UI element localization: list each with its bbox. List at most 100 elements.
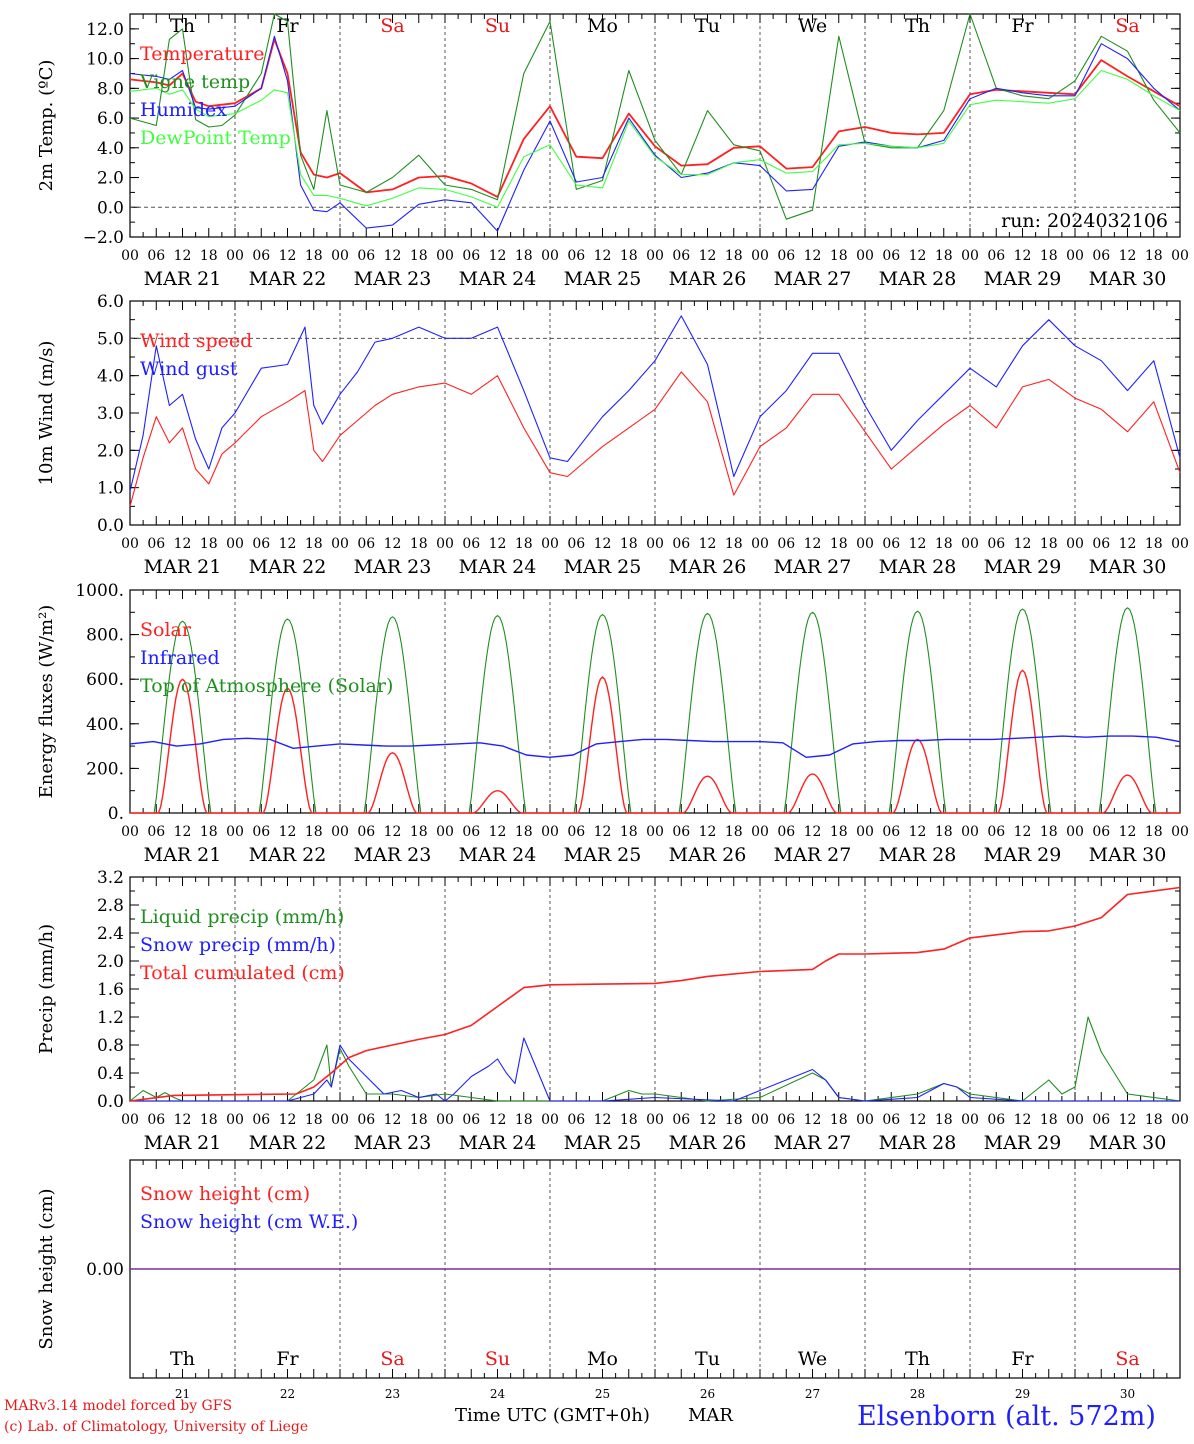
date-label: MAR 29 [984,268,1062,290]
hour-tick-label: 00 [436,1112,454,1128]
hour-tick-label: 12 [699,1112,717,1128]
hour-tick-label: 18 [830,248,848,264]
hour-tick-label: 12 [384,1112,402,1128]
hour-tick-label: 12 [1119,824,1137,840]
time-axis-month: MAR [688,1405,733,1426]
hour-tick-label: 18 [830,824,848,840]
legend-infrared: Infrared [140,647,220,669]
hour-tick-label: 18 [1145,824,1163,840]
hour-tick-label: 12 [804,824,822,840]
weekday-label: Sa [1115,15,1139,37]
hour-tick-label: 18 [1040,824,1058,840]
hour-tick-label: 06 [357,824,375,840]
hour-tick-label: 06 [462,248,480,264]
hour-tick-label: 18 [200,536,218,552]
date-label: MAR 26 [669,844,747,866]
date-label: MAR 27 [774,556,852,578]
hour-tick-label: 00 [1066,824,1084,840]
legend-solar: Solar [140,619,192,641]
hour-tick-label: 12 [1014,536,1032,552]
hour-tick-label: 12 [174,1112,192,1128]
panel-frame [129,13,1181,238]
hour-tick-label: 00 [541,248,559,264]
y-tick-label: 0.0 [97,198,124,218]
hour-tick-label: 06 [147,824,165,840]
weekday-label: Fr [276,1348,299,1370]
hour-tick-label: 00 [436,248,454,264]
weekday-label: Sa [1115,1348,1139,1370]
hour-tick-label: 18 [305,1112,323,1128]
hour-tick-label: 18 [305,248,323,264]
hour-tick-label: 12 [1014,824,1032,840]
hour-tick-label: 00 [856,824,874,840]
hour-tick-label: 00 [331,536,349,552]
hour-tick-label: 12 [699,248,717,264]
hour-tick-label: 18 [515,536,533,552]
y-axis-label: 10m Wind (m/s) [36,341,57,486]
hour-tick-label: 00 [121,1112,139,1128]
y-axis-label: 2m Temp. (ºC) [36,60,57,192]
hour-tick-label: 12 [1119,1112,1137,1128]
hour-tick-label: 00 [961,248,979,264]
hour-tick-label: 12 [489,248,507,264]
hour-tick-label: 00 [1171,536,1189,552]
hour-tick-label: 12 [384,248,402,264]
hour-tick-label: 00 [646,824,664,840]
hour-tick-label: 18 [620,248,638,264]
day-number-label: 21 [175,1387,190,1401]
hour-tick-label: 18 [305,536,323,552]
legend-total-cumulated-cm-: Total cumulated (cm) [140,962,345,984]
hour-tick-label: 18 [725,536,743,552]
weekday-label: Tu [695,15,720,37]
hour-tick-label: 00 [226,536,244,552]
hour-tick-label: 18 [935,1112,953,1128]
hour-tick-label: 12 [909,248,927,264]
series-snow-precip-mm-h- [130,1037,1180,1102]
hour-tick-label: 12 [279,248,297,264]
hour-tick-label: 12 [1119,536,1137,552]
y-axis-label: Energy fluxes (W/m²) [36,605,57,799]
hour-tick-label: 06 [462,1112,480,1128]
hour-tick-label: 18 [725,1112,743,1128]
hour-tick-label: 06 [252,824,270,840]
hour-tick-label: 18 [410,536,428,552]
hour-tick-label: 06 [672,536,690,552]
date-label: MAR 28 [879,556,957,578]
hour-tick-label: 00 [1171,248,1189,264]
legend-liquid-precip-mm-h-: Liquid precip (mm/h) [140,906,344,928]
hour-tick-label: 06 [357,248,375,264]
hour-tick-label: 12 [909,536,927,552]
date-label: MAR 22 [249,844,327,866]
date-label: MAR 21 [144,844,222,866]
hour-tick-label: 00 [226,824,244,840]
day-number-label: 25 [595,1387,610,1401]
y-tick-label: 0.0 [97,516,124,536]
credit-line-1: MARv3.14 model forced by GFS [4,1398,233,1414]
hour-tick-label: 00 [1171,1112,1189,1128]
date-label: MAR 22 [249,1132,327,1154]
weekday-label: Mo [587,15,618,37]
hour-tick-label: 12 [699,824,717,840]
hour-tick-label: 06 [672,1112,690,1128]
hour-tick-label: 12 [1014,1112,1032,1128]
hour-tick-label: 18 [725,248,743,264]
hour-tick-label: 00 [961,1112,979,1128]
hour-tick-label: 00 [226,248,244,264]
weekday-label: Su [485,15,510,37]
date-label: MAR 26 [669,268,747,290]
hour-tick-label: 00 [1066,536,1084,552]
hour-tick-label: 06 [147,1112,165,1128]
hour-tick-label: 12 [804,1112,822,1128]
y-tick-label: 2.0 [97,441,124,461]
hour-tick-label: 06 [462,824,480,840]
hour-tick-label: 12 [174,536,192,552]
hour-tick-label: 06 [567,1112,585,1128]
date-label: MAR 28 [879,1132,957,1154]
station-name: Elsenborn (alt. 572m) [857,1401,1156,1432]
hour-tick-label: 00 [331,824,349,840]
hour-tick-label: 06 [567,824,585,840]
date-label: MAR 29 [984,844,1062,866]
hour-tick-label: 00 [856,536,874,552]
y-tick-label: 6.0 [97,292,124,312]
legend-temperature: Temperature [140,43,264,65]
